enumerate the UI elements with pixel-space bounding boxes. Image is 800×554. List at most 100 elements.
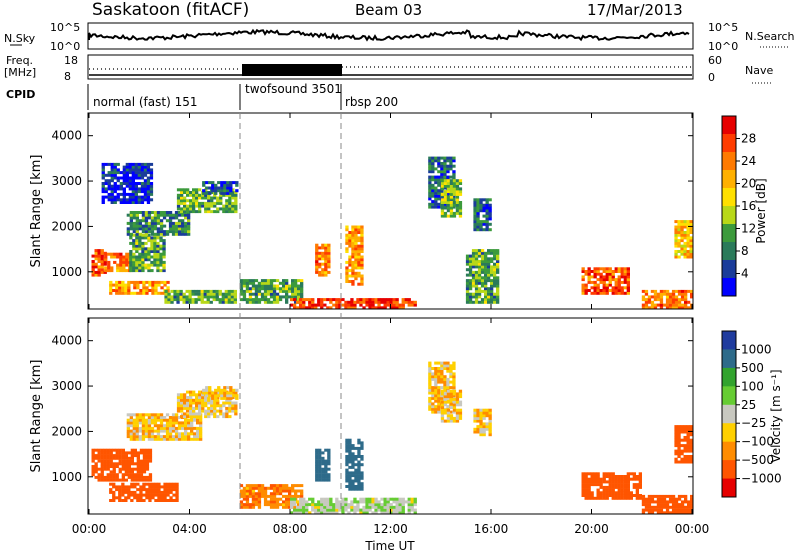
heatmap-cell: [440, 164, 444, 168]
heatmap-cell: [345, 239, 349, 243]
heatmap-cell: [278, 281, 283, 285]
heatmap-cell: [153, 247, 157, 251]
heatmap-cell: [101, 182, 105, 185]
heatmap-cell: [482, 416, 486, 420]
heatmap-cell: [118, 283, 122, 287]
nsky-tick-top: 10^5: [50, 21, 80, 34]
heatmap-cell: [132, 426, 136, 430]
heatmap-cell: [192, 409, 196, 413]
heatmap-cell: [147, 239, 151, 243]
colorbar-tick-label: 16: [741, 199, 756, 213]
heatmap-cell: [680, 250, 684, 253]
heatmap-cell: [449, 364, 453, 368]
colorbar-tick-label: 8: [741, 244, 749, 258]
heatmap-cell: [106, 456, 110, 460]
heatmap-cell: [160, 485, 164, 489]
heatmap-cell: [245, 289, 250, 293]
heatmap-cell: [97, 478, 101, 482]
heatmap-cell: [127, 462, 131, 466]
heatmap-cell: [617, 280, 621, 284]
heatmap-cell: [446, 419, 451, 423]
heatmap-cell: [110, 201, 114, 204]
heatmap-cell: [611, 291, 615, 295]
heatmap-cell: [351, 231, 355, 234]
heatmap-cell: [135, 435, 139, 439]
heatmap-cell: [587, 280, 591, 284]
heatmap-cell: [248, 292, 253, 296]
heatmap-cell: [183, 199, 187, 203]
heatmap-cell: [204, 207, 208, 211]
heatmap-cell: [299, 508, 303, 512]
heatmap-cell: [141, 269, 145, 273]
heatmap-cell: [165, 426, 170, 430]
heatmap-cell: [118, 496, 122, 500]
heatmap-cell: [443, 170, 447, 174]
heatmap-cell: [641, 289, 646, 293]
heatmap-cell: [94, 254, 98, 258]
heatmap-cell: [148, 280, 152, 284]
heatmap-cell: [684, 306, 688, 309]
heatmap-cell: [476, 414, 480, 418]
heatmap-cell: [232, 394, 236, 398]
heatmap-cell: [216, 401, 220, 405]
heatmap-cell: [266, 494, 271, 498]
heatmap-cell: [452, 197, 456, 201]
heatmap-cell: [162, 426, 167, 430]
heatmap-cell: [142, 467, 147, 471]
heatmap-cell: [156, 211, 161, 214]
heatmap-cell: [219, 404, 223, 408]
heatmap-cell: [351, 280, 355, 283]
heatmap-cell: [116, 187, 120, 191]
heatmap-cell: [440, 369, 444, 373]
heatmap-cell: [496, 262, 500, 266]
heatmap-cell: [194, 292, 198, 296]
heatmap-cell: [665, 300, 670, 304]
heatmap-cell: [132, 269, 136, 273]
colorbar-swatch: [722, 441, 736, 461]
heatmap-cell: [263, 289, 268, 293]
heatmap-cell: [474, 287, 479, 291]
heatmap-cell: [320, 303, 324, 307]
heatmap-cell: [348, 239, 352, 243]
heatmap-cell: [156, 250, 160, 253]
heatmap-cell: [300, 281, 304, 285]
heatmap-cell: [449, 392, 454, 396]
heatmap-cell: [686, 255, 690, 259]
heatmap-cell: [653, 508, 658, 512]
heatmap-cell: [135, 416, 139, 419]
heatmap-cell: [404, 500, 408, 504]
heatmap-cell: [234, 409, 238, 413]
heatmap-cell: [315, 451, 319, 455]
heatmap-cell: [119, 269, 123, 273]
heatmap-cell: [245, 298, 250, 302]
heatmap-cell: [97, 268, 101, 272]
heatmap-cell: [145, 462, 150, 466]
heatmap-cell: [614, 477, 618, 481]
heatmap-cell: [315, 246, 319, 250]
heatmap-cell: [101, 201, 105, 204]
heatmap-cell: [272, 500, 277, 504]
heatmap-cell: [465, 268, 470, 272]
heatmap-cell: [677, 438, 681, 442]
heatmap-cell: [147, 421, 152, 425]
heatmap-cell: [656, 298, 661, 302]
heatmap-cell: [315, 270, 319, 274]
heatmap-cell: [686, 446, 690, 450]
heatmap-cell: [443, 192, 448, 196]
heatmap-cell: [109, 475, 113, 479]
heatmap-cell: [302, 508, 306, 512]
heatmap-cell: [371, 503, 375, 507]
heatmap-cell: [471, 257, 476, 261]
heatmap-cell: [272, 300, 277, 304]
heatmap-cell: [121, 478, 125, 482]
heatmap-cell: [449, 410, 453, 414]
colorbar-tick-label: 28: [741, 132, 756, 146]
heatmap-cell: [485, 220, 489, 224]
heatmap-cell: [452, 214, 457, 218]
heatmap-cell: [380, 511, 384, 514]
heatmap-cell: [143, 173, 148, 177]
heatmap-cell: [318, 473, 322, 477]
heatmap-cell: [195, 199, 199, 203]
heatmap-cell: [137, 201, 141, 204]
heatmap-cell: [354, 271, 358, 275]
